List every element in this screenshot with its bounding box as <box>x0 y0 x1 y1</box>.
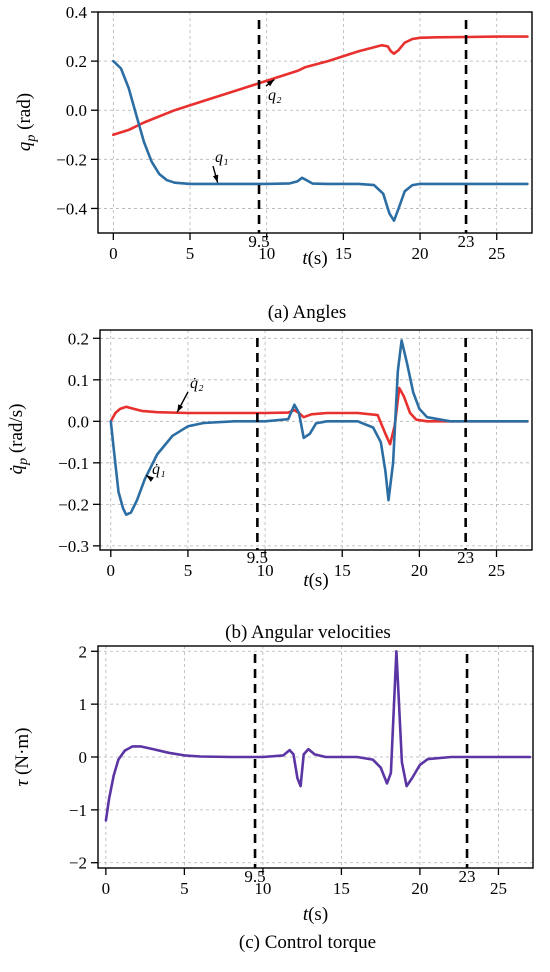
x-tick-label: 5 <box>184 561 193 580</box>
y-tick-label: −0.4 <box>56 199 87 218</box>
series-line-2 <box>109 339 529 516</box>
x-tick-label: 15 <box>333 879 350 898</box>
y-tick-label: 0 <box>79 748 88 767</box>
annotation-arrowhead <box>146 475 154 482</box>
curve-annotation: q̇₂ <box>190 375 204 392</box>
y-tick-label: −0.1 <box>58 454 89 473</box>
x-axis-label: t(s) <box>303 570 328 591</box>
x-tick-label: 20 <box>412 244 429 263</box>
series-line-1 <box>104 650 532 822</box>
y-axis-label: τ (N·m) <box>12 727 33 786</box>
x-tick-label: 25 <box>488 561 505 580</box>
plot-frame <box>99 329 533 551</box>
x-tick-label: 25 <box>488 244 505 263</box>
y-tick-label: 0.2 <box>68 329 89 348</box>
annotation-arrowhead <box>177 404 184 413</box>
x-tick-label: 0 <box>107 561 116 580</box>
vline-label: 9.5 <box>248 232 269 251</box>
x-tick-label: 10 <box>254 879 271 898</box>
x-tick-label: 5 <box>186 244 195 263</box>
annotation-arrowhead <box>266 79 275 87</box>
x-tick-label: 25 <box>490 879 507 898</box>
series-line-1 <box>112 35 529 137</box>
chart-panel-2: 9.5 23 0 5 10 15 20 25 −0.3 −0.2 −0.1 0.0 0.1 0.2 t(s)… <box>6 329 533 643</box>
x-tick-label: 15 <box>335 244 352 263</box>
y-tick-label: 0.0 <box>68 412 89 431</box>
x-tick-label: 0 <box>102 879 111 898</box>
vline-label: 9.5 <box>244 867 265 886</box>
y-tick-label: −0.2 <box>58 495 89 514</box>
chart-panel-3: 9.5 23 0 5 10 15 20 25 −2 −1 0 1 2 t(s) τ (N·m) (c) Con… <box>12 642 534 953</box>
vline-label: 23 <box>459 867 476 886</box>
x-tick-label: 20 <box>411 879 428 898</box>
y-axis-label: q̇p (rad/s) <box>6 404 31 475</box>
curve-annotation: q₁ <box>215 149 229 166</box>
vline-label: 9.5 <box>247 548 268 567</box>
x-axis-label: t(s) <box>303 904 328 925</box>
x-tick-label: 10 <box>257 561 274 580</box>
x-tick-label: 5 <box>180 879 189 898</box>
y-tick-label: 0.4 <box>66 3 88 22</box>
chart-panel-1: 9.5 23 0 5 10 15 20 25 −0.4 −0.2 0.0 0.2 0.4 t(s) qp (… <box>14 3 533 323</box>
y-tick-label: −0.2 <box>56 150 87 169</box>
series-line-2 <box>112 59 529 222</box>
annotation-arrowhead <box>212 174 219 183</box>
panel-caption: (a) Angles <box>268 302 347 323</box>
y-tick-label: −1 <box>69 801 87 820</box>
y-axis-label: qp (rad) <box>14 93 39 151</box>
y-tick-label: 0.2 <box>66 52 87 71</box>
curve-annotation: q₂ <box>268 87 282 104</box>
series-line-1 <box>109 386 529 446</box>
y-tick-label: −2 <box>69 854 87 873</box>
x-tick-label: 10 <box>258 244 275 263</box>
x-tick-label: 15 <box>334 561 351 580</box>
vline-label: 23 <box>458 232 475 251</box>
y-tick-label: 1 <box>79 695 88 714</box>
vline-label: 23 <box>457 548 474 567</box>
y-tick-label: −0.3 <box>58 537 89 556</box>
curve-annotation: q̇₁ <box>152 461 166 478</box>
y-tick-label: 2 <box>79 642 88 661</box>
y-tick-label: 0.0 <box>66 101 87 120</box>
x-axis-label: t(s) <box>302 248 327 269</box>
y-tick-label: 0.1 <box>68 371 89 390</box>
plot-frame <box>97 11 533 234</box>
panel-caption: (b) Angular velocities <box>225 622 391 643</box>
x-tick-label: 0 <box>109 244 118 263</box>
x-tick-label: 20 <box>411 561 428 580</box>
panel-caption: (c) Control torque <box>239 932 376 953</box>
